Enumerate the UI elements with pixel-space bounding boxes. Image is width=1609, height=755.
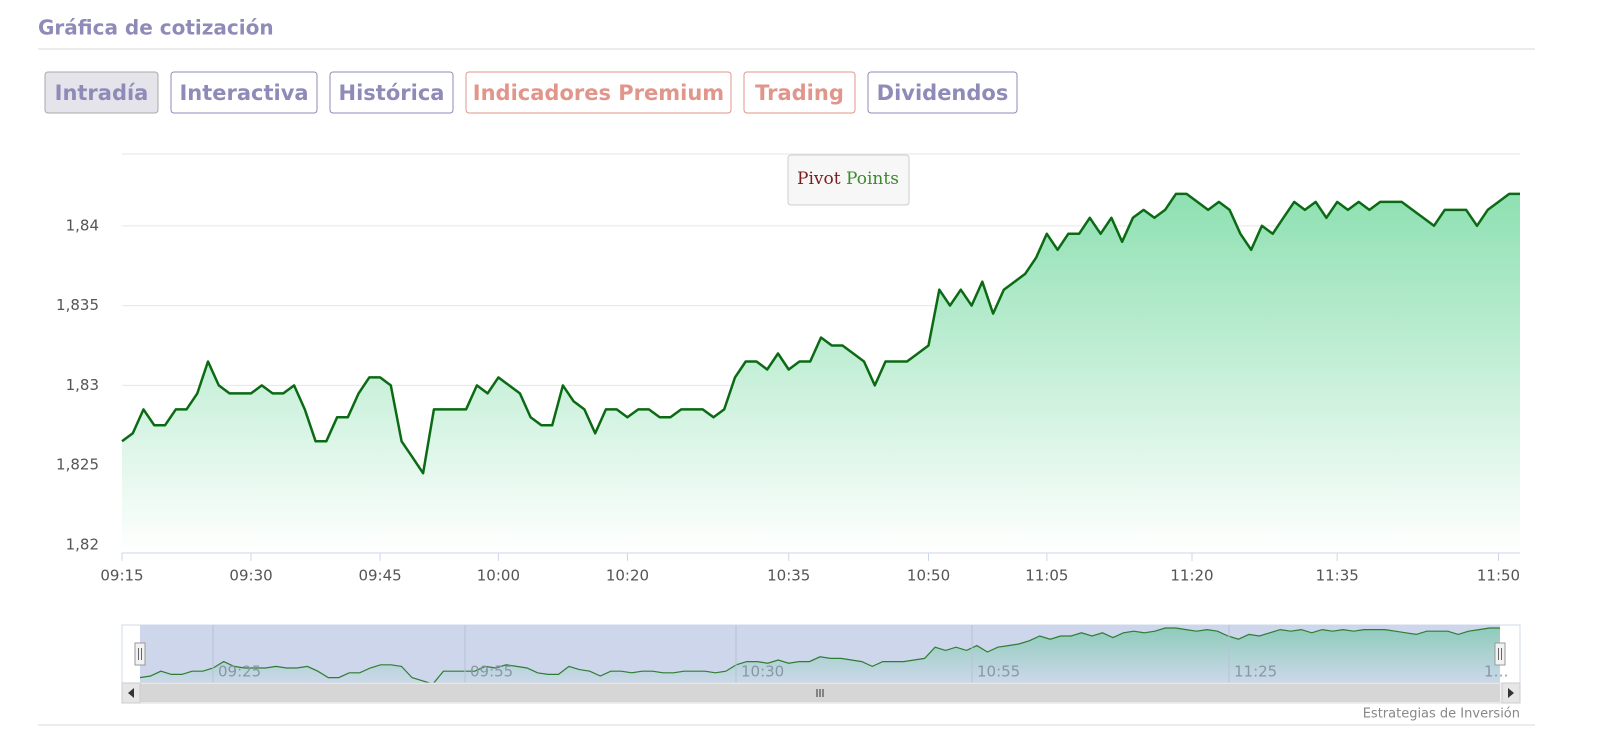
x-tick-label: 10:20 <box>606 567 649 585</box>
y-tick-label: 1,82 <box>66 536 99 554</box>
y-tick-label: 1,835 <box>56 296 99 314</box>
tab-label[interactable]: Trading <box>755 81 844 105</box>
tab-label[interactable]: Interactiva <box>179 81 308 105</box>
tab-box[interactable] <box>465 71 732 114</box>
arrow-left <box>128 688 134 698</box>
navigator-label: 09:25 <box>218 663 261 681</box>
x-tick-label: 11:05 <box>1025 567 1068 585</box>
tab[interactable]: Dividendos <box>867 71 1018 114</box>
tab-label[interactable]: Histórica <box>339 81 445 105</box>
navigator-label: 1… <box>1484 663 1509 681</box>
tab-box[interactable] <box>44 71 159 114</box>
navigator-handle[interactable] <box>134 642 146 666</box>
y-tick-label: 1,825 <box>56 456 99 474</box>
plot: 1,82 1,825 1,83 1,835 1,84 09:15 09:30 09:45 10:… <box>56 153 1520 585</box>
navigator-area <box>140 628 1500 684</box>
tab-box[interactable] <box>743 71 856 114</box>
navigator-handle[interactable] <box>1494 642 1506 666</box>
x-tick-label: 09:45 <box>358 567 401 585</box>
points-word: Points <box>846 169 899 189</box>
x-tick-label: 09:30 <box>229 567 272 585</box>
pivot-label[interactable]: Pivot Points <box>797 169 899 189</box>
price-line <box>121 192 1520 475</box>
x-tick-label: 11:35 <box>1316 567 1359 585</box>
tab[interactable]: Interactiva <box>170 71 318 114</box>
tab[interactable]: Indicadores Premium <box>465 71 732 114</box>
navigator-line <box>139 627 1500 685</box>
tab[interactable]: Intradía <box>44 71 159 114</box>
tab-label[interactable]: Indicadores Premium <box>473 81 724 105</box>
pivot-button[interactable]: Pivot Points <box>787 154 910 206</box>
section-title: Gráfica de cotización <box>38 16 274 40</box>
navigator-label: 09:55 <box>470 663 513 681</box>
x-tick-label: 09:15 <box>100 567 143 585</box>
tab-box[interactable] <box>867 71 1018 114</box>
tab[interactable]: Trading <box>743 71 856 114</box>
pivot-word: Pivot <box>797 169 841 189</box>
navigator-label: 10:30 <box>741 663 784 681</box>
x-tick-label: 11:20 <box>1170 567 1213 585</box>
x-tick-label: 10:50 <box>907 567 950 585</box>
tab[interactable]: Histórica <box>329 71 454 114</box>
tab-box[interactable] <box>329 71 454 114</box>
credits: Estrategias de Inversión <box>1363 707 1520 722</box>
navigator: 09:25 09:55 10:30 10:55 11:25 1… <box>121 624 1521 704</box>
tab-box[interactable] <box>170 71 318 114</box>
y-tick-label: 1,83 <box>66 376 99 394</box>
y-tick-label: 1,84 <box>66 216 99 234</box>
tab-label[interactable]: Intradía <box>55 81 149 105</box>
x-tick-label: 10:35 <box>767 567 810 585</box>
navigator-label: 11:25 <box>1234 663 1277 681</box>
arrow-right <box>1508 688 1514 698</box>
x-tick-label: 10:00 <box>477 567 520 585</box>
tab-label[interactable]: Dividendos <box>877 81 1009 105</box>
navigator-label: 10:55 <box>977 663 1020 681</box>
area <box>122 193 1520 553</box>
x-tick-label: 11:50 <box>1477 567 1520 585</box>
tabs: Intradía Interactiva Histórica Indicadores … <box>44 71 1018 114</box>
